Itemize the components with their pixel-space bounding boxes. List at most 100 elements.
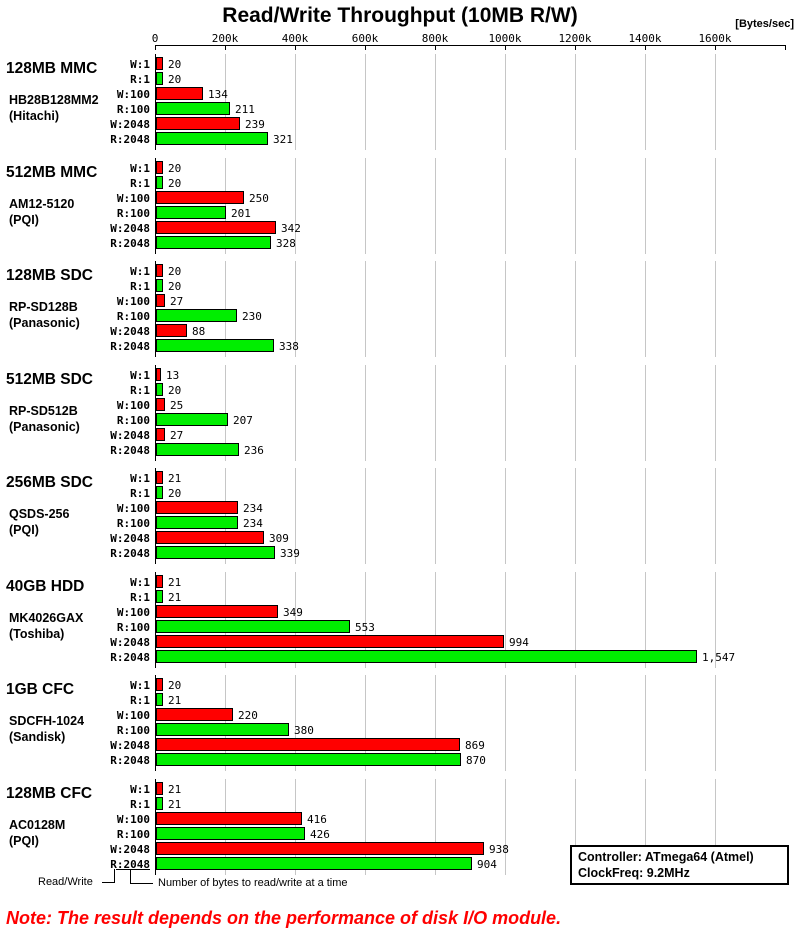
group-name: 1GB CFC: [6, 681, 75, 698]
gridline: [505, 54, 506, 150]
x-axis-tick: [715, 45, 716, 50]
bar-read: [156, 826, 305, 840]
bar-read: [156, 649, 697, 663]
bar-value: 234: [243, 502, 263, 515]
group-block: [155, 571, 785, 668]
bar-write: [156, 841, 484, 855]
bar-write: [156, 87, 203, 100]
bar-row-label: R:1: [130, 73, 150, 86]
bar-write: [156, 220, 276, 234]
gridline: [505, 468, 506, 564]
bar-write: [156, 604, 278, 618]
bar-row-label: R:100: [116, 310, 150, 323]
bar-row-label: W:100: [116, 605, 150, 619]
bar-value: 870: [466, 754, 486, 767]
gridline: [505, 261, 506, 357]
controller-line: Controller: ATmega64 (Atmel): [578, 850, 754, 864]
bar-value: 201: [231, 206, 251, 220]
bar-value: 20: [168, 73, 182, 86]
bar-value: 236: [244, 443, 264, 457]
bar-row-label: R:1: [130, 487, 150, 500]
x-axis-tick: [435, 45, 436, 50]
bar-row-label: W:100: [116, 191, 150, 205]
gridline: [645, 675, 646, 771]
bar-row-label: W:2048: [110, 221, 150, 235]
group-maker: (Sandisk): [9, 730, 66, 744]
bar-row-label: R:1: [130, 383, 150, 397]
gridline: [575, 571, 576, 668]
x-axis-tick: [645, 45, 646, 50]
bar-read: [156, 753, 461, 766]
bar-write: [156, 501, 238, 514]
bar-row-label: R:1: [130, 280, 150, 293]
bar-value: 1,547: [702, 650, 736, 664]
bar-value: 20: [168, 487, 182, 500]
bar-row-label: R:100: [116, 517, 150, 530]
bar-read: [156, 723, 289, 736]
bar-write: [156, 574, 163, 588]
bar-read: [156, 339, 274, 352]
bar-read: [156, 546, 275, 559]
bar-row-label: R:2048: [110, 547, 150, 560]
bar-write: [156, 117, 240, 130]
bar-read: [156, 102, 230, 115]
bar-write: [156, 531, 264, 544]
bar-row-label: R:100: [116, 724, 150, 737]
bar-value: 250: [249, 191, 269, 205]
bar-write: [156, 294, 165, 307]
bar-row-label: W:2048: [110, 325, 150, 338]
x-axis-tick: [155, 45, 156, 50]
bar-value: 21: [168, 694, 182, 707]
bar-row-label: W:2048: [110, 739, 150, 752]
bar-row-label: R:1: [130, 176, 150, 190]
gridline: [435, 675, 436, 771]
bar-read: [156, 589, 163, 603]
bar-read: [156, 205, 226, 219]
controller-info-box: Controller: ATmega64 (Atmel) ClockFreq: …: [570, 845, 789, 885]
bar-row-label: W:100: [116, 295, 150, 308]
group-model: RP-SD512B: [9, 403, 78, 418]
bar-value: 220: [238, 709, 258, 722]
group-model: HB28B128MM2: [9, 93, 99, 107]
group-block: [155, 468, 785, 564]
bar-row-label: W:1: [130, 782, 150, 796]
bar-value: 211: [235, 103, 255, 116]
gridline: [715, 157, 716, 254]
bar-row-label: R:100: [116, 206, 150, 220]
gridline: [365, 675, 366, 771]
bar-row-label: W:1: [130, 472, 150, 485]
gridline: [295, 54, 296, 150]
bar-row-label: W:100: [116, 502, 150, 515]
bar-row-label: R:1: [130, 590, 150, 604]
bar-row-label: R:1: [130, 694, 150, 707]
bar-value: 21: [168, 472, 182, 485]
legend-connector-read-write: [102, 869, 115, 883]
bar-value: 338: [279, 340, 299, 353]
gridline: [295, 364, 296, 461]
gridline: [575, 675, 576, 771]
bar-value: 553: [355, 620, 375, 634]
bar-value: 13: [166, 368, 180, 382]
bar-write: [156, 471, 163, 484]
gridline: [645, 571, 646, 668]
gridline: [365, 157, 366, 254]
bar-row-label: R:2048: [110, 133, 150, 146]
bar-row-label: R:1: [130, 797, 150, 811]
bar-write: [156, 57, 163, 70]
bar-value: 27: [170, 295, 184, 308]
gridline: [295, 675, 296, 771]
group-model: SDCFH-1024: [9, 714, 85, 728]
gridline: [295, 468, 296, 564]
bar-value: 27: [170, 428, 184, 442]
bar-read: [156, 72, 163, 85]
bar-row-label: R:100: [116, 827, 150, 841]
bar-row-label: W:2048: [110, 532, 150, 545]
bar-value: 426: [310, 827, 330, 841]
legend-read-write-label: Read/Write: [38, 876, 93, 888]
bar-value: 20: [168, 679, 182, 692]
group-maker: (Panasonic): [9, 419, 80, 434]
gridline: [435, 54, 436, 150]
bar-row-label: R:2048: [110, 236, 150, 250]
group-maker: (Hitachi): [9, 109, 59, 123]
